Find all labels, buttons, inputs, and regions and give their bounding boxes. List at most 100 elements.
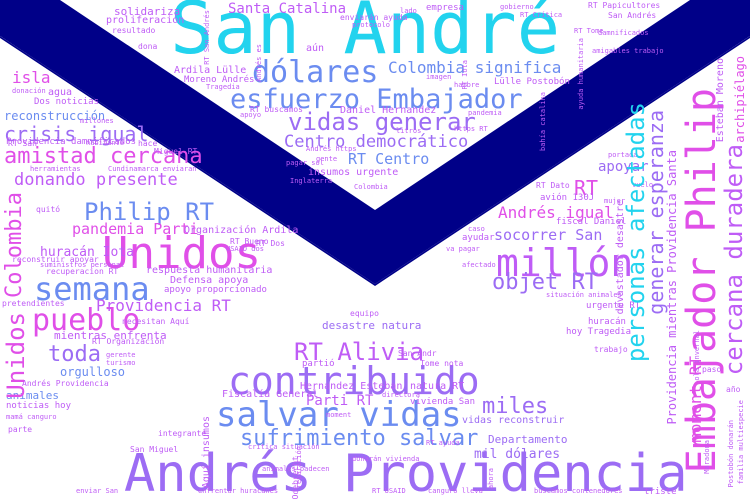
word-santa-catalina: Santa Catalina (228, 1, 347, 17)
word-damnificados: damnificados (598, 29, 649, 37)
saltire-bottom-field (60, 290, 690, 500)
word-rt-dos: RT Dos (256, 239, 285, 248)
word-avion-130j: avión 130J (540, 193, 595, 203)
word-situacion-animales: situación animales (546, 291, 622, 299)
word-tome-nota: Tome nota (420, 359, 464, 368)
word-maradona-vertical: Maradona (703, 440, 711, 474)
word-https-rt: https RT (454, 125, 488, 133)
word-rt-alivia: RT Alivia (294, 338, 425, 366)
word-animales-padecen: animales padecen (262, 465, 330, 473)
word-salvar-vidas: salvar vidas (216, 395, 462, 435)
word-proliferacion: proliferación (106, 15, 185, 26)
word-natura-rt: natura RT (410, 381, 465, 392)
word-cundinamarca: Cundinamarca enviaran (108, 165, 197, 173)
word-pandemia: pandemia (468, 109, 502, 117)
word-moreno-andres: Moreno Andrés (184, 75, 255, 85)
word-trabajo: trabajo (594, 345, 628, 354)
word-habitante: habitante (86, 139, 124, 147)
word-mientras-enfrenta: mientras enfrenta (54, 329, 167, 342)
word-rt-dato: RT Dato (536, 181, 570, 190)
word-san-andr: San Andr (398, 349, 437, 358)
word-archipielago-vertical: archipiélago (733, 56, 747, 143)
word-departamento: Departamento (488, 433, 568, 446)
word-defensa-apoya: Defensa apoya (170, 275, 249, 286)
word-dolares: dólares (252, 55, 379, 90)
word-isla: isla (12, 68, 51, 87)
word-centro-democratico: Centro democrático (284, 132, 469, 152)
word-rt-san-andres-vertical: RT San Andrés (203, 10, 211, 65)
word-rt-iota-vertical: RT Iota (461, 60, 469, 90)
word-orgulloso: orgulloso (60, 365, 126, 379)
word-san-andre: San André (170, 0, 561, 70)
word-critica-situacion: crítica situación (248, 443, 320, 451)
word-unidos: Unidos (102, 228, 261, 279)
word-daniel-hernandez: Daniel Hernandez (340, 105, 437, 116)
word-usaid-dos: USAID dos (226, 245, 264, 253)
word-gobierno: gobierno (500, 3, 534, 11)
word-tragedia: Tragedia (206, 83, 240, 91)
word-herramientas: herramientas (30, 165, 81, 173)
word-urgente-rt: urgente RT (586, 301, 641, 311)
word-rt-usaid: RT USAID (372, 487, 406, 495)
word-rt-bueno: RT Bueno (230, 237, 269, 246)
saltire-left-field (0, 36, 320, 464)
word-colombia-vertical: Colombia (2, 192, 27, 298)
word-donacion: donación (12, 87, 46, 95)
word-moment: moment (326, 411, 352, 419)
word-pueblo: pueblo (32, 303, 141, 338)
word-protocolo: protocolo (352, 21, 390, 29)
word-gerente: gerente (106, 351, 136, 359)
word-gente: gente (316, 155, 338, 163)
word-apoyo: apoyo (240, 111, 262, 119)
word-rt-ayuda: RT ayuda (426, 439, 460, 447)
word-aqui-insumos-vertical: Aquí insumos (201, 416, 212, 489)
word-rt-centro: RT Centro (348, 150, 430, 168)
word-bahia-catalina-vertical: bahía catalina (539, 92, 547, 152)
word-lado: lado (400, 7, 417, 15)
saltire-right-field (430, 36, 750, 464)
word-rt-critica: RT Crítica (520, 11, 563, 19)
word-noticias-hoy: noticias hoy (6, 401, 72, 411)
word-solidariza: solidariza (114, 5, 181, 18)
word-equipo: equipo (350, 309, 379, 318)
word-inglaterra: Inglaterra (290, 177, 333, 185)
word-apoyar: apoyar (598, 159, 649, 175)
word-esteban-moreno-vertical: Esteban Moreno (715, 58, 726, 143)
word-postobon-donaran-vertical: Postobón donarán (727, 420, 735, 488)
word-turismo: turismo (106, 359, 136, 367)
word-millones: millones (80, 117, 114, 125)
word-sufrimiento-salvar: sufrimiento salvar (240, 426, 479, 451)
word-andres-providencia: Andrés Providencia (124, 444, 688, 500)
word-contribuido: contribuido (228, 359, 480, 403)
word-san-andres-small: San Andrés (608, 11, 657, 20)
word-rt-papicultores: RT Papicultores (588, 1, 661, 10)
word-rt-tome: RT Tome (574, 27, 604, 35)
word-parte: parte (8, 425, 33, 434)
word-reconstruir-apoyar: reconstruir apoyar (12, 255, 99, 264)
word-esfuerzo-embajador: esfuerzo Embajador (230, 84, 523, 115)
word-triste: triste (644, 487, 677, 497)
word-lulle-postobon: Lülle Postobón (494, 77, 570, 87)
word-familia-multiespecie-vertical: familia multiespecie (737, 400, 745, 485)
word-ola-invernal-vertical: ola invernal (693, 330, 701, 381)
word-generar-esperanza-vertical: generar esperanza (644, 110, 668, 315)
word-directora: directora (382, 391, 420, 399)
word-miles: miles (482, 394, 549, 419)
word-unidos-vertical: Unidos (2, 312, 30, 399)
word-enfrentar-huracanes: enfrentar huracanes (198, 487, 279, 495)
word-cercana-duradera-vertical: cercana duradera (720, 144, 748, 376)
word-colombia-significa: Colombia significa (388, 58, 562, 77)
word-providencia-mientras-santa-vertical: Providencia mientras Providencia Santa (665, 150, 679, 425)
word-andres-es-vertical: Andrés es (255, 44, 263, 82)
word-insumos-urgente: insumos urgente (308, 167, 399, 178)
word-necesitan-aqui: necesitan Aquí (122, 317, 190, 326)
word-ayudar: ayudar (462, 233, 495, 243)
word-donaran-vivienda: donarán vivienda (352, 455, 420, 463)
word-imagen: imagen (426, 73, 452, 81)
word-amistad-cercana: amistad cercana (4, 144, 203, 169)
word-dona: dona (138, 42, 158, 51)
word-enviar-san: enviar San (76, 487, 119, 495)
word-recuperacion-rt: recuperacion RT (46, 267, 119, 276)
